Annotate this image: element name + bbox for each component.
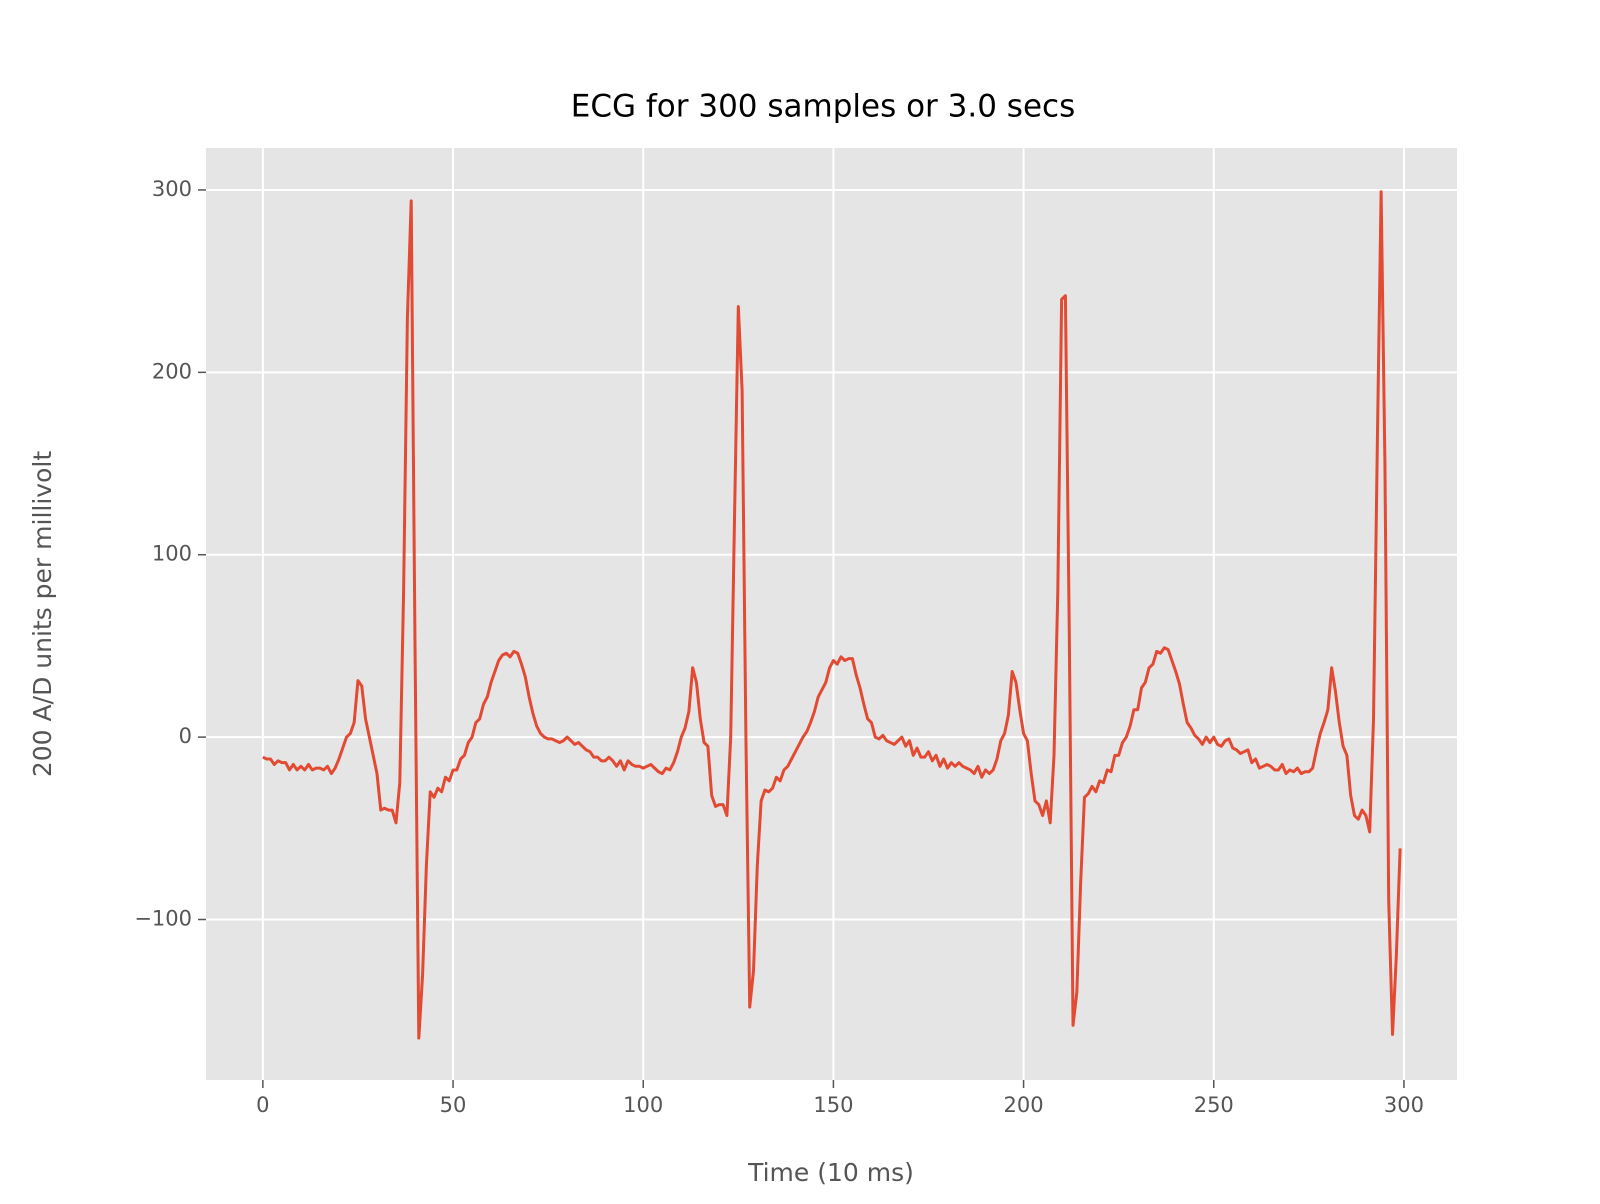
x-tick-label: 100: [623, 1093, 663, 1117]
x-tick-label: 0: [256, 1093, 269, 1117]
y-tick-label: 100: [152, 542, 192, 566]
x-tick-label: 300: [1384, 1093, 1424, 1117]
x-tick-label: 200: [1004, 1093, 1044, 1117]
x-axis-label: Time (10 ms): [747, 1158, 914, 1187]
x-tick-label: 250: [1194, 1093, 1234, 1117]
y-tick-label: 0: [179, 724, 192, 748]
y-axis-label: 200 A/D units per millivolt: [28, 451, 57, 777]
y-tick-label: 300: [152, 177, 192, 201]
y-tick-label: 200: [152, 359, 192, 383]
chart-title: ECG for 300 samples or 3.0 secs: [571, 89, 1075, 125]
plot-area: [206, 148, 1457, 1080]
data-line: [262, 190, 1402, 1040]
y-tick-label: −100: [134, 906, 192, 930]
x-tick-label: 150: [813, 1093, 853, 1117]
x-tick-label: 50: [440, 1093, 467, 1117]
